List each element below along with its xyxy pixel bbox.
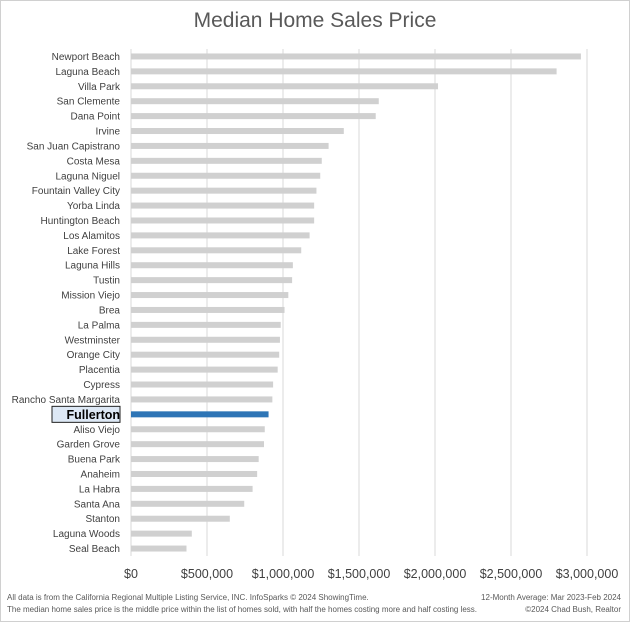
- category-label: La Palma: [78, 320, 121, 331]
- bar: [131, 426, 265, 433]
- bar: [131, 98, 379, 105]
- category-label: Mission Viejo: [61, 291, 120, 302]
- bar: [131, 515, 230, 522]
- highlight-label-box: [51, 405, 121, 423]
- category-label: Laguna Niguel: [56, 171, 121, 182]
- x-tick-label: $0: [124, 567, 138, 581]
- bar: [131, 396, 273, 403]
- category-label: Irvine: [96, 127, 121, 138]
- category-label: Westminster: [65, 335, 121, 346]
- bar: [131, 68, 557, 75]
- category-label: Aliso Viejo: [73, 425, 120, 436]
- bar: [131, 247, 302, 254]
- x-tick-label: $1,500,000: [328, 567, 391, 581]
- bar: [131, 351, 280, 358]
- x-tick-label: $500,000: [181, 567, 233, 581]
- footer-definition: The median home sales price is the middl…: [7, 605, 478, 614]
- category-label: Fountain Valley City: [32, 186, 120, 197]
- category-label: Costa Mesa: [67, 156, 121, 167]
- x-tick-label: $2,000,000: [404, 567, 467, 581]
- x-tick-label: $1,000,000: [252, 567, 315, 581]
- bar: [131, 545, 187, 552]
- category-label: Buena Park: [68, 455, 121, 466]
- bar: [131, 292, 289, 299]
- category-label: Laguna Beach: [55, 67, 120, 78]
- bar: [131, 485, 253, 492]
- bar: [131, 530, 192, 537]
- bar: [131, 500, 245, 507]
- bar: [131, 157, 322, 164]
- category-label: Santa Ana: [74, 499, 121, 510]
- bar: [131, 142, 329, 149]
- category-label: Yorba Linda: [67, 201, 120, 212]
- footer-period: 12-Month Average: Mar 2023-Feb 2024: [481, 593, 621, 602]
- category-label: Villa Park: [78, 82, 121, 93]
- category-label: Cypress: [83, 380, 120, 391]
- bar: [131, 187, 317, 194]
- category-label: Garden Grove: [57, 440, 121, 451]
- category-label: Anaheim: [81, 469, 120, 480]
- bar: [131, 83, 439, 90]
- bar: [131, 441, 264, 448]
- bar: [131, 366, 278, 373]
- bar: [131, 113, 376, 120]
- bar: [131, 262, 293, 269]
- category-label: Lake Forest: [67, 246, 120, 257]
- category-label: La Habra: [79, 484, 121, 495]
- category-label: Laguna Woods: [53, 529, 120, 540]
- category-label: Tustin: [93, 276, 120, 287]
- category-label: Newport Beach: [52, 52, 120, 63]
- bar: [131, 232, 310, 239]
- bar: [131, 128, 344, 135]
- bar: [131, 456, 259, 463]
- bar: [131, 321, 281, 328]
- category-label: San Clemente: [57, 97, 121, 108]
- footer-source: All data is from the California Regional…: [7, 593, 369, 602]
- category-label: Fullerton: [67, 408, 120, 422]
- bar: [131, 470, 258, 477]
- category-label: Brea: [99, 305, 121, 316]
- category-label: Placentia: [79, 365, 121, 376]
- chart-title: Median Home Sales Price: [193, 9, 437, 32]
- category-label: Huntington Beach: [40, 216, 120, 227]
- category-label: Seal Beach: [69, 544, 120, 555]
- footer-copyright: ©2024 Chad Bush, Realtor: [525, 605, 621, 614]
- category-label: Laguna Hills: [65, 261, 120, 272]
- bar: [131, 277, 293, 284]
- bar: [131, 53, 581, 60]
- x-tick-label: $3,000,000: [556, 567, 619, 581]
- x-tick-label: $2,500,000: [480, 567, 543, 581]
- category-label: Dana Point: [71, 112, 121, 123]
- bar: [131, 202, 315, 209]
- category-label: San Juan Capistrano: [27, 141, 121, 152]
- bar: [131, 381, 274, 388]
- category-label: Orange City: [67, 350, 120, 361]
- bar: [131, 217, 315, 224]
- category-label: Stanton: [86, 514, 120, 525]
- bar: [131, 306, 285, 313]
- bar: [131, 172, 321, 179]
- bar: [131, 411, 269, 418]
- category-label: Rancho Santa Margarita: [12, 395, 121, 406]
- category-label: Los Alamitos: [63, 231, 120, 242]
- bar: [131, 336, 280, 343]
